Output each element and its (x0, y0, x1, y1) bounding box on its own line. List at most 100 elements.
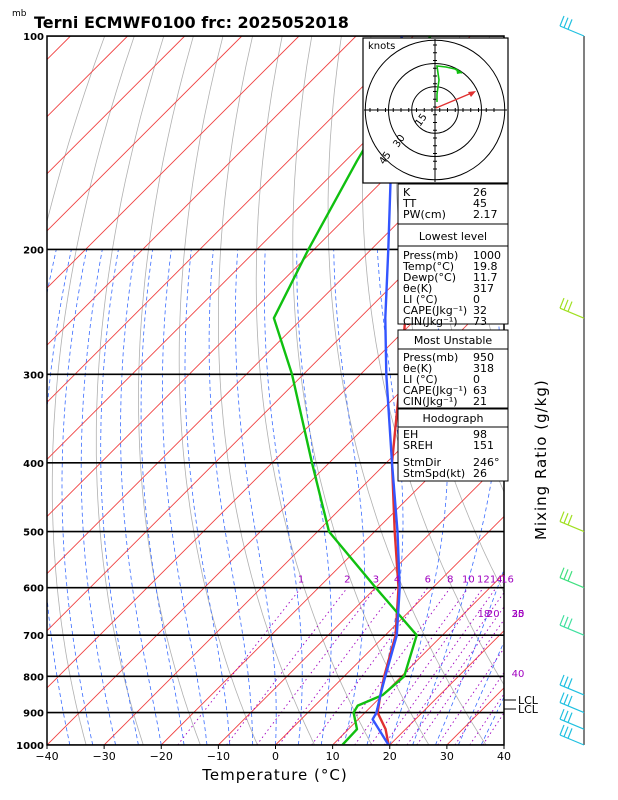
mixing-ratio-label: 2 (344, 575, 350, 586)
temperature-tick-label: −20 (150, 750, 173, 763)
dry-adiabat (138, 36, 201, 745)
mixing-ratio-label: 40 (512, 669, 525, 680)
pressure-tick-label: 400 (23, 459, 44, 470)
wind-barb-feather (559, 708, 565, 720)
pressure-tick-labels: 100 200 300 400 500 600 700 800 900 1000 (16, 32, 44, 752)
index-row-label: K (403, 186, 411, 199)
storm-motion-vector (435, 91, 475, 109)
mixing-ratio-label: 35 (512, 609, 525, 620)
lowest-level-row-value: 0 (473, 293, 480, 306)
moist-adiabat (184, 249, 231, 745)
index-row-value: 26 (473, 186, 487, 199)
moist-adiabat (120, 249, 162, 745)
lowest-level-row-label: Dewp(°C) (403, 271, 456, 284)
temperature-tick-label: −10 (207, 750, 230, 763)
wind-barb-feather (559, 692, 565, 703)
hodograph-trace-arrowhead (456, 68, 462, 74)
sounding-indices-panel: K 26 TT 45 PW(cm) 2.17 Lowest level Press(mb) 10… (397, 183, 509, 482)
wind-barb-feather (559, 674, 565, 686)
hodograph-param-label: StmDir (403, 456, 442, 469)
index-row-value: 45 (473, 197, 487, 210)
temperature-tick-label: 40 (497, 750, 511, 763)
wind-barb-feather (567, 618, 573, 629)
moist-adiabat (333, 249, 366, 745)
wind-barb-feather (559, 297, 565, 309)
lcl-markers: LCL LCL (504, 694, 539, 716)
most-unstable-header: Most Unstable (414, 334, 493, 347)
most-unstable-box (397, 329, 509, 409)
index-row-label: TT (402, 197, 417, 210)
mixing-ratio-label: 8 (447, 575, 453, 586)
dry-adiabat (255, 36, 373, 745)
wind-barb (559, 708, 585, 730)
hodograph-params-header: Hodograph (423, 412, 484, 425)
wind-barb (559, 297, 585, 319)
hodograph-params-box (397, 408, 509, 482)
wind-barb-feather (567, 19, 573, 30)
dry-adiabat (178, 36, 258, 745)
wind-barb (559, 674, 585, 696)
wind-barb-feather (559, 724, 565, 736)
isotherm (275, 515, 504, 745)
temperature-tick-label: 10 (326, 750, 340, 763)
lowest-level-row-label: CAPE(Jkg⁻¹) (403, 304, 467, 317)
hodograph-param-value: 26 (473, 467, 487, 480)
wind-barbs (559, 15, 585, 746)
mixing-ratio-line (370, 587, 484, 745)
temperature-tick-labels: −40 −30 −20 −10 0 10 20 30 40 (35, 745, 511, 763)
isotherm (47, 36, 414, 403)
temperature-tick-label: 30 (440, 750, 454, 763)
pressure-tick-label: 300 (23, 370, 44, 381)
lowest-level-row-value: 32 (473, 304, 487, 317)
moist-adiabat (296, 249, 332, 745)
wind-barb-feather (567, 712, 573, 723)
isotherm (47, 36, 357, 346)
mixing-ratio-line (177, 587, 302, 745)
wind-barb-feather (563, 299, 569, 311)
moist-adiabat (80, 249, 116, 745)
temperature-tick-label: −30 (93, 750, 116, 763)
lowest-level-row-label: LI (°C) (403, 293, 438, 306)
wind-barb (559, 567, 585, 589)
isotherm (160, 401, 504, 745)
dry-adiabat (47, 36, 106, 224)
chart-title: Terni ECMWF0100 frc: 2025052018 (34, 13, 349, 32)
moist-adiabat (100, 249, 139, 745)
wind-barb (559, 15, 585, 37)
storm-motion-arrowhead (468, 91, 476, 97)
lowest-level-row-value: 19.8 (473, 260, 498, 273)
lowest-level-box (397, 223, 509, 325)
wind-barb-feather (567, 570, 573, 582)
lcl-label-2: LCL (518, 703, 539, 716)
dry-adiabat (361, 36, 504, 686)
pressure-tick-label: 100 (23, 32, 44, 43)
wind-barb-feather (567, 695, 573, 707)
wind-barb-feather (563, 513, 569, 524)
lowest-level-row-label: CIN(Jkg⁻¹) (403, 315, 458, 328)
mixing-ratio-label: 12 (477, 575, 490, 586)
lowest-level-row-value: 11.7 (473, 271, 498, 284)
isotherm (47, 230, 504, 689)
temperature-tick-label: 0 (272, 750, 279, 763)
hodograph-param-value: 98 (473, 428, 487, 441)
index-row-value: 2.17 (473, 208, 498, 221)
mixing-ratio-line (335, 587, 451, 745)
hodograph-param-value: 151 (473, 439, 494, 452)
dry-adiabat (608, 36, 618, 745)
mixing-ratio-axis-label: Mixing Ratio (g/kg) (532, 379, 550, 540)
isotherm (47, 36, 243, 232)
pressure-tick-label: 800 (23, 672, 44, 683)
most-unstable-row-label: CIN(Jkg⁻¹) (403, 395, 458, 408)
wind-barb-feather (563, 17, 569, 28)
lowest-level-row-label: Press(mb) (403, 249, 458, 262)
wind-barb (559, 614, 585, 636)
lowest-level-row-label: θe(K) (403, 282, 432, 295)
pressure-tick-label: 700 (23, 631, 44, 642)
moist-adiabat (234, 249, 277, 745)
mixing-ratio-label: 14 (490, 575, 503, 586)
indices-box (397, 183, 509, 225)
index-row-label: PW(cm) (403, 208, 446, 221)
hodograph-param-label: SREH (403, 439, 433, 452)
hodograph-param-label: EH (403, 428, 418, 441)
